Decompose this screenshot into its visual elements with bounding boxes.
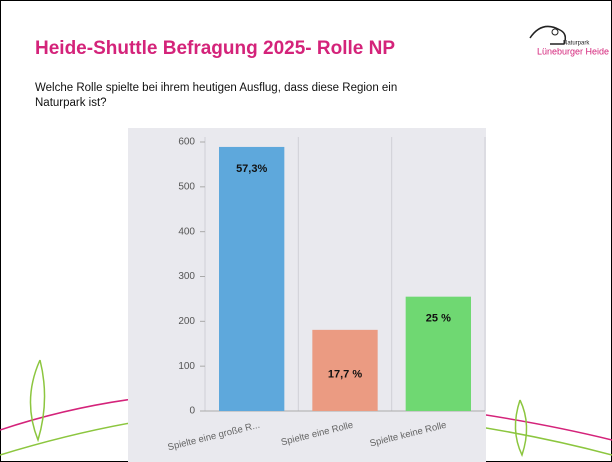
- leaf: [29, 359, 46, 443]
- y-tick-label: 500: [178, 181, 195, 192]
- question-line: Naturpark ist?: [35, 97, 107, 109]
- y-tick-label: 0: [189, 406, 195, 417]
- logo-line2: Lüneburger Heide: [537, 46, 609, 56]
- leaf: [514, 399, 528, 457]
- y-tick-label: 400: [178, 226, 195, 237]
- chart-background: [128, 128, 486, 462]
- logo-head: [551, 28, 559, 36]
- logo-line1: Naturpark: [563, 41, 590, 47]
- y-tick-label: 600: [178, 137, 195, 148]
- y-tick-label: 100: [178, 361, 195, 372]
- logo-sheep: [529, 25, 567, 45]
- bar: [312, 329, 378, 411]
- slide-title: Heide-Shuttle Befragung 2025- Rolle NP: [35, 38, 395, 59]
- bar: [219, 146, 285, 411]
- bar-label: 17,7 %: [328, 368, 362, 380]
- y-tick-label: 300: [178, 271, 195, 282]
- bar: [405, 296, 471, 411]
- logo: Naturpark Lüneburger Heide: [529, 25, 609, 56]
- bar-label: 57,3%: [236, 163, 267, 175]
- bar-label: 25 %: [426, 313, 451, 325]
- y-tick-label: 200: [178, 316, 195, 327]
- question-line: Welche Rolle spielte bei ihrem heutigen …: [35, 82, 397, 94]
